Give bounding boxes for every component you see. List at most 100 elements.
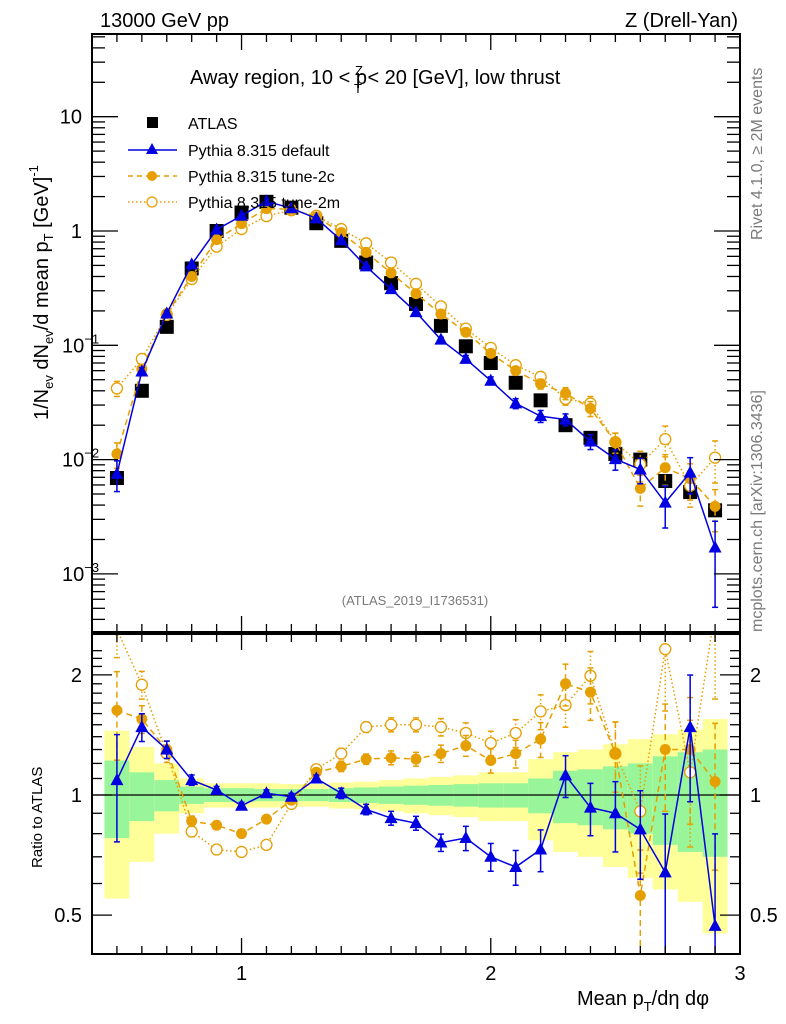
point-default <box>235 798 249 811</box>
point-tune2c <box>186 815 198 827</box>
point-default <box>384 282 398 295</box>
legend-label-tune2m: Pythia 8.315 tune-2m <box>188 195 340 212</box>
point-atlas <box>658 473 673 488</box>
point-tune2c <box>111 448 123 460</box>
point-default <box>135 364 149 377</box>
point-tune2c <box>485 755 497 767</box>
point-tune2c <box>510 748 522 760</box>
ratio-y-tick-label-right: 1 <box>750 785 761 807</box>
main-y-axis-label: 1/Nev dNev/d mean pT [GeV]-1 <box>26 165 56 420</box>
legend-marker-default <box>146 143 158 154</box>
point-tune2c <box>260 813 272 825</box>
point-default <box>459 351 473 364</box>
point-tune2c <box>385 752 397 764</box>
point-tune2c <box>385 267 397 279</box>
series-atlas <box>109 194 723 518</box>
point-tune2c <box>236 218 248 230</box>
series-tune2c <box>111 203 721 533</box>
point-tune2m <box>335 747 348 760</box>
ratio-axis-ticks <box>91 634 741 955</box>
x-tick-label: 3 <box>734 963 745 985</box>
y-tick-label: 10−2 <box>62 446 99 472</box>
point-tune2m <box>708 451 722 464</box>
point-tune2c <box>584 686 596 698</box>
point-tune2c <box>186 270 198 282</box>
point-default <box>633 462 647 475</box>
legend-item-tune2m: Pythia 8.315 tune-2m <box>128 195 340 212</box>
point-tune2m <box>384 718 398 731</box>
point-tune2c <box>435 308 447 320</box>
point-tune2c <box>709 500 721 512</box>
point-tune2c <box>360 753 372 765</box>
point-default <box>484 849 498 862</box>
point-tune2c <box>709 776 721 788</box>
point-tune2m <box>210 843 223 856</box>
point-default <box>708 540 722 553</box>
point-tune2c <box>335 227 347 239</box>
point-tune2c <box>510 365 522 377</box>
point-atlas <box>483 356 498 371</box>
legend-marker-tune2m <box>146 196 158 208</box>
main-panel: 10 1 10−1 10−2 10−3 Away region, 10 < pZ T < … <box>26 33 741 633</box>
point-tune2c <box>410 288 422 300</box>
point-tune2m <box>360 720 373 734</box>
point-default <box>110 466 124 479</box>
point-default <box>160 742 174 755</box>
point-default <box>434 332 448 345</box>
point-tune2c <box>584 402 596 414</box>
point-tune2m <box>409 718 423 731</box>
point-atlas <box>458 339 473 354</box>
point-atlas <box>409 296 423 311</box>
point-tune2c <box>460 326 472 338</box>
point-tune2m <box>484 736 497 750</box>
point-tune2m <box>260 838 273 852</box>
point-default <box>608 806 622 819</box>
point-default <box>534 842 548 855</box>
point-default <box>334 786 348 799</box>
ratio-y-tick-label-left: 2 <box>71 665 82 687</box>
point-atlas <box>533 393 548 408</box>
band-inner <box>129 772 155 822</box>
main-y-tick-labels: 10 1 10−1 10−2 10−3 <box>60 107 99 586</box>
point-tune2m <box>235 845 248 859</box>
x-tick-label: 1 <box>236 963 247 985</box>
legend-marker-atlas <box>147 117 158 128</box>
point-default <box>608 452 622 465</box>
y-tick-label: 10−1 <box>62 331 99 357</box>
point-atlas <box>159 319 174 334</box>
point-default <box>359 259 373 272</box>
point-tune2c <box>360 246 372 258</box>
header-left: 13000 GeV pp <box>100 10 229 32</box>
point-default <box>559 412 573 425</box>
ratio-y-axis-label: Ratio to ATLAS <box>29 767 46 868</box>
point-tune2m <box>135 678 148 691</box>
point-default <box>683 720 697 733</box>
ratio-y-tick-label-right: 2 <box>750 665 761 687</box>
series-default <box>110 194 722 609</box>
point-default <box>583 434 597 447</box>
point-default <box>384 811 398 824</box>
point-default <box>210 222 224 235</box>
point-default <box>658 865 672 878</box>
point-default <box>309 771 323 784</box>
ratio-series-group <box>110 634 722 954</box>
point-atlas <box>508 375 523 390</box>
point-tune2m <box>185 825 198 838</box>
point-default <box>708 918 722 931</box>
ratio-panel: 2 2 1 1 0.5 0.5 1 2 3 Ratio to ATLAS Mean pT/dη… <box>29 633 778 1014</box>
y-tick-label: 10−3 <box>62 560 99 586</box>
point-default <box>185 773 199 786</box>
x-tick-label: 2 <box>485 963 496 985</box>
point-default <box>534 409 548 422</box>
point-tune2c <box>335 760 347 772</box>
point-tune2m <box>509 726 522 740</box>
point-tune2c <box>460 740 472 752</box>
point-tune2m <box>659 643 672 656</box>
main-series-group <box>109 194 723 609</box>
ratio-y-tick-label-left: 0.5 <box>54 905 82 927</box>
point-tune2c <box>634 889 646 901</box>
point-default <box>210 782 224 795</box>
legend-marker-tune2c <box>147 171 157 181</box>
legend-label-atlas: ATLAS <box>188 116 238 133</box>
band-inner <box>528 778 554 814</box>
